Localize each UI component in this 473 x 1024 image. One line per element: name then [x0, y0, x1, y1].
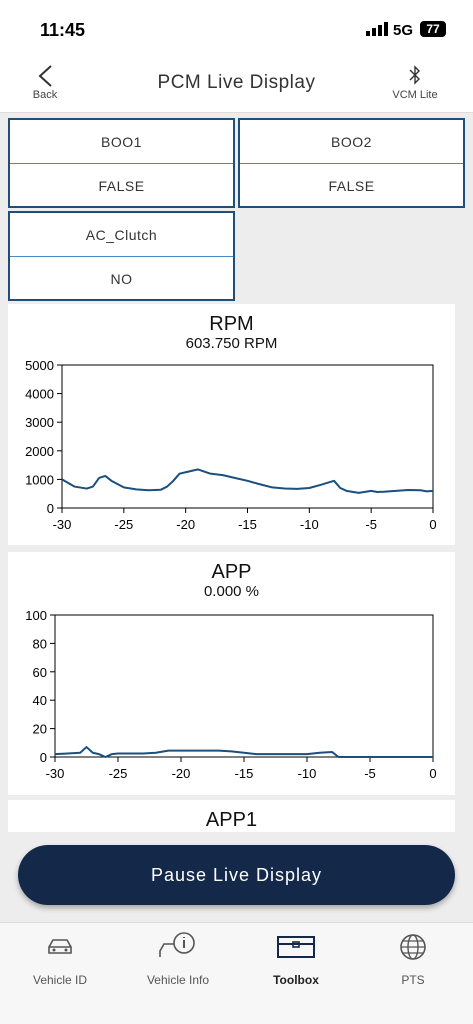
- back-label[interactable]: Back: [32, 89, 58, 101]
- cell-value: NO: [110, 270, 133, 287]
- x-tick-label: -20: [176, 517, 195, 532]
- y-tick-label: 2000: [25, 444, 54, 459]
- y-tick-label: 4000: [25, 387, 54, 402]
- title: PCM Live Display: [157, 72, 316, 93]
- x-tick-label: -10: [298, 766, 317, 781]
- tab[interactable]: Vehicle ID: [32, 973, 88, 987]
- plot-frame: [54, 614, 434, 758]
- y-tick-label: 60: [33, 665, 47, 680]
- cell-label: AC_Clutch: [10, 213, 233, 257]
- chart-title: RPM: [209, 313, 253, 335]
- cell: BOO2 FALSE: [238, 118, 465, 208]
- data-line: [61, 468, 434, 494]
- x-tick-label: -15: [235, 766, 254, 781]
- cell: BOO1 FALSE: [8, 118, 235, 208]
- chart-subtitle: 603.750 RPM: [186, 335, 278, 352]
- cell-label: BOO2: [240, 120, 463, 164]
- battery: 77: [420, 21, 446, 37]
- info-icon[interactable]: [158, 931, 198, 961]
- x-tick-label: -30: [46, 766, 65, 781]
- chart-subtitle: 0.000 %: [204, 583, 259, 600]
- tab[interactable]: Toolbox: [273, 973, 319, 987]
- y-tick-label: 5000: [25, 358, 54, 373]
- tab-bar: Vehicle ID Vehicle Info Toolbox PTS: [0, 922, 473, 1024]
- x-tick-label: -5: [364, 766, 376, 781]
- tab[interactable]: PTS: [401, 973, 425, 987]
- x-tick-label: -25: [109, 766, 128, 781]
- pause-button[interactable]: Pause Live Display: [18, 845, 455, 905]
- back-icon[interactable]: [36, 64, 56, 88]
- y-tick-label: 100: [25, 608, 47, 623]
- status-bar: 11:45 5G 77: [0, 0, 473, 58]
- y-tick-label: 20: [33, 722, 47, 737]
- y-tick-label: 0: [40, 750, 47, 765]
- x-tick-label: -25: [114, 517, 133, 532]
- x-tick-label: -20: [172, 766, 191, 781]
- x-tick-label: 0: [429, 766, 436, 781]
- x-tick-label: -5: [365, 517, 377, 532]
- y-tick-label: 0: [47, 501, 54, 516]
- globe-icon[interactable]: [399, 933, 427, 961]
- signal-icon: [366, 22, 388, 36]
- network: 5G: [393, 22, 414, 39]
- plot-frame: [61, 364, 434, 509]
- vcm-label[interactable]: VCM Lite: [392, 89, 438, 101]
- bluetooth-icon[interactable]: [408, 64, 422, 86]
- cell: AC_Clutch NO: [8, 211, 235, 301]
- x-tick-label: -15: [238, 517, 257, 532]
- y-tick-label: 40: [33, 693, 47, 708]
- cell-value: FALSE: [98, 177, 145, 194]
- chart-title: APP1: [206, 809, 257, 831]
- x-tick-label: 0: [429, 517, 436, 532]
- header: Back PCM Live Display VCM Lite: [0, 58, 473, 113]
- toolbox-icon[interactable]: [276, 935, 316, 959]
- cell-label: BOO1: [10, 120, 233, 164]
- chart-card: APP1: [8, 800, 455, 832]
- time: 11:45: [40, 20, 86, 40]
- cell-value: FALSE: [328, 177, 375, 194]
- y-tick-label: 80: [33, 636, 47, 651]
- chart-title: APP: [211, 561, 251, 583]
- y-tick-label: 3000: [25, 415, 54, 430]
- x-tick-label: -30: [53, 517, 72, 532]
- data-line: [54, 746, 433, 758]
- tab[interactable]: Vehicle Info: [146, 973, 210, 987]
- y-tick-label: 1000: [25, 472, 54, 487]
- x-tick-label: -10: [300, 517, 319, 532]
- car-icon[interactable]: [46, 935, 74, 959]
